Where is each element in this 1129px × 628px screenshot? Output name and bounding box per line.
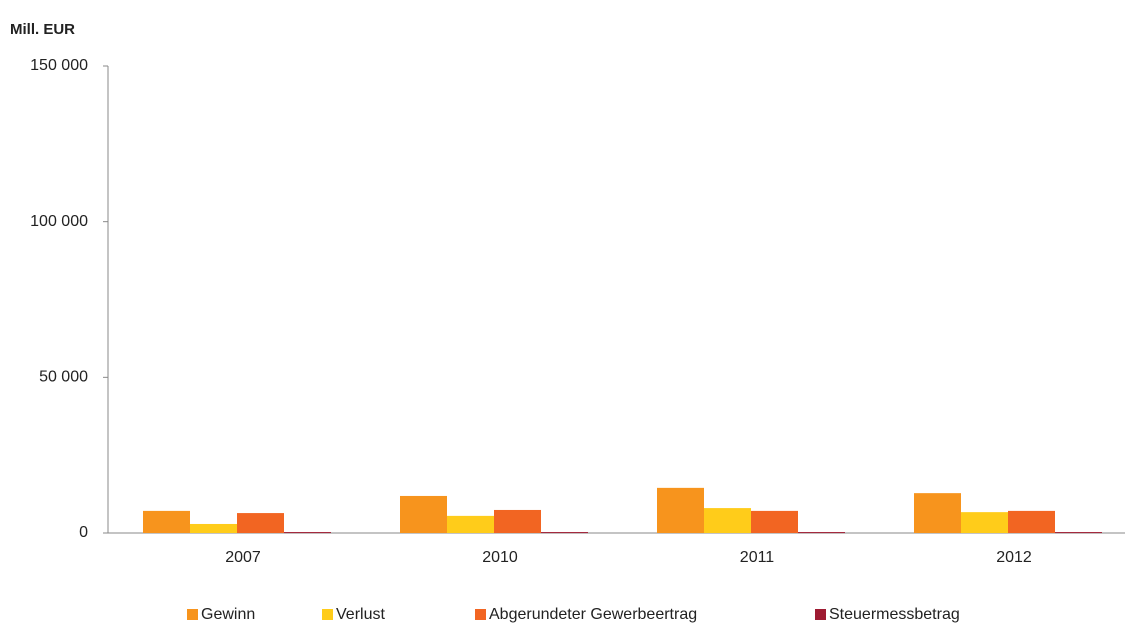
legend-label: Gewinn	[201, 606, 255, 623]
bar	[237, 513, 284, 533]
bar	[1055, 532, 1102, 534]
legend-label: Steuermessbetrag	[829, 606, 960, 623]
bar	[143, 510, 190, 533]
y-tick-label: 0	[79, 524, 88, 541]
bar	[447, 515, 494, 533]
bar	[494, 509, 541, 533]
x-tick-label: 2010	[482, 549, 518, 566]
x-tick-label: 2007	[225, 549, 261, 566]
x-tick-label: 2011	[740, 549, 775, 566]
y-axis-label: Mill. EUR	[10, 21, 75, 38]
bar	[284, 532, 331, 534]
legend-swatch	[815, 609, 826, 620]
legend-swatch	[322, 609, 333, 620]
bar	[961, 512, 1008, 533]
bar	[704, 508, 751, 533]
bar	[1008, 510, 1055, 533]
y-tick-label: 50 000	[39, 369, 88, 386]
bar	[657, 487, 704, 533]
y-tick-label: 100 000	[30, 213, 88, 230]
legend-swatch	[475, 609, 486, 620]
x-tick-label: 2012	[996, 549, 1032, 566]
bar	[751, 510, 798, 533]
legend-label: Verlust	[336, 606, 385, 623]
bar	[190, 523, 237, 533]
bar	[798, 532, 845, 534]
bar	[541, 532, 588, 534]
bar	[400, 495, 447, 533]
legend-swatch	[187, 609, 198, 620]
y-tick-label: 150 000	[30, 57, 88, 74]
bar	[914, 493, 961, 533]
legend-label: Abgerundeter Gewerbeertrag	[489, 606, 697, 623]
